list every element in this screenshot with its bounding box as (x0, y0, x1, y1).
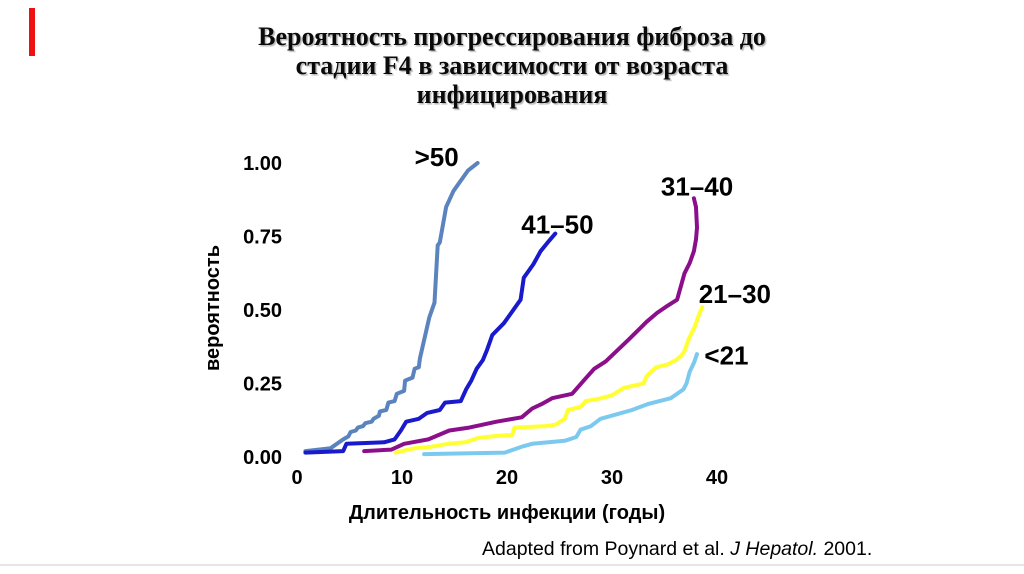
series-line-21-30 (393, 305, 705, 455)
citation: Adapted from Poynard et al. J Hepatol. 2… (482, 538, 872, 561)
bottom-divider (0, 564, 1024, 566)
title-line-2: стадии F4 в зависимости от возраста (295, 51, 729, 80)
series-label-under-21: <21 (704, 341, 748, 371)
y-tick-label: 0.25 (243, 374, 282, 396)
series-label-21-30: 21–30 (699, 279, 771, 309)
y-tick-label: 1.00 (243, 153, 282, 175)
series-label-41-50: 41–50 (521, 210, 593, 240)
citation-prefix: Adapted from Poynard et al. (482, 538, 731, 560)
y-axis-title: вероятность (202, 245, 224, 371)
series-line-31-40 (362, 196, 699, 454)
y-tick-label: 0.50 (243, 300, 282, 322)
citation-journal: J Hepatol. (730, 538, 819, 560)
y-tick-label: 0.00 (243, 447, 282, 469)
x-tick-label: 10 (391, 467, 413, 489)
series-label-31-40: 31–40 (661, 172, 733, 202)
x-tick-label: 20 (496, 467, 518, 489)
x-tick-label: 40 (706, 467, 728, 489)
series-line-under-21 (422, 352, 699, 457)
title-line-1: Вероятность прогрессирования фиброза до (258, 22, 766, 51)
accent-bar (29, 8, 35, 56)
series-line-over-50 (303, 161, 480, 454)
x-tick-label: 0 (291, 467, 302, 489)
title-line-3: инфицирования (416, 80, 608, 109)
series-label-over-50: >50 (415, 142, 459, 172)
x-tick-label: 30 (601, 467, 623, 489)
series-line-41-50 (303, 231, 558, 455)
citation-suffix: 2001. (818, 538, 873, 560)
x-axis-title: Длительность инфекции (годы) (349, 502, 665, 524)
slide-title: Вероятность прогрессирования фиброза до … (0, 22, 1024, 109)
y-tick-label: 0.75 (243, 227, 282, 249)
